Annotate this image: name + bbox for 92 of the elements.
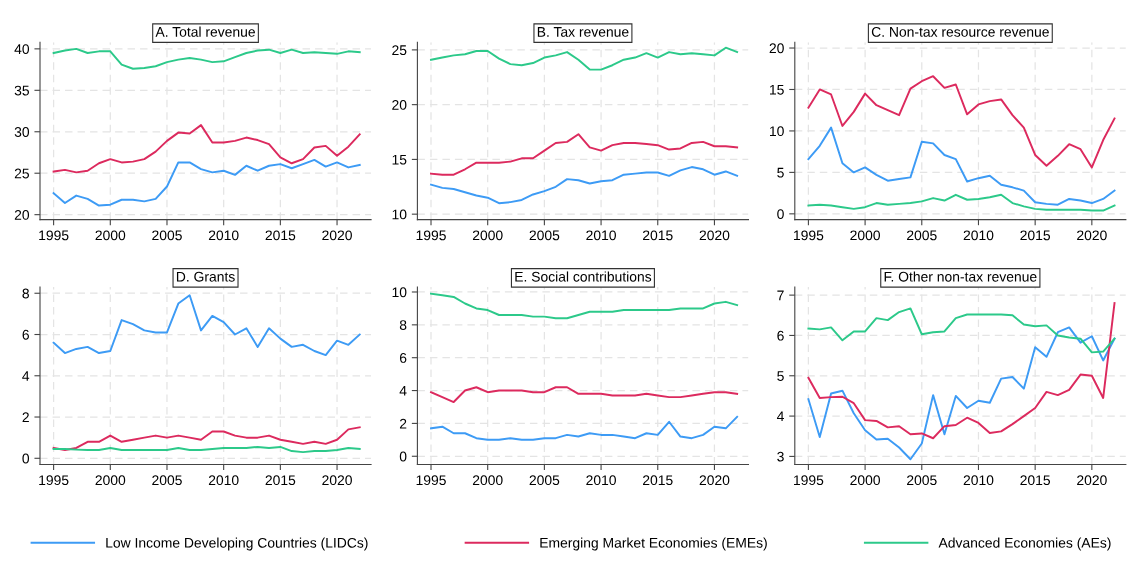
y-tick-label: 4: [776, 411, 784, 422]
line-series: [807, 326, 1116, 461]
x-tick-label: 2015: [643, 230, 673, 241]
x-tick-label: 2010: [586, 230, 616, 241]
x-tick-label: 1995: [794, 475, 824, 486]
line-series: [430, 292, 739, 320]
y-tick-label: 7: [777, 290, 784, 301]
x-tick-label: 1995: [794, 230, 824, 241]
x-tick-label: 2005: [907, 475, 937, 486]
line-series: [807, 126, 1116, 206]
line-series: [52, 124, 361, 174]
x-tick-label: 2010: [963, 230, 994, 241]
x-tick-label: 2020: [1077, 230, 1107, 241]
y-tick-label: 10: [770, 126, 784, 137]
y-tick-label: 20: [14, 210, 30, 220]
x-tick-label: 2020: [1077, 475, 1107, 486]
x-tick-label: 2015: [1020, 475, 1051, 486]
x-tick-label: 2005: [529, 475, 560, 486]
x-tick-label: 2015: [1020, 230, 1051, 241]
x-tick-label: 2010: [963, 475, 994, 486]
x-tick-label: 2020: [322, 475, 352, 486]
line-series: [52, 158, 361, 207]
y-tick-label: 6: [777, 330, 784, 341]
y-tick-label: 5: [777, 371, 784, 381]
line-series: [807, 302, 1116, 440]
x-tick-label: 2000: [472, 475, 503, 486]
y-tick-label: 6: [22, 329, 29, 340]
line-series: [430, 386, 739, 404]
line-series: [52, 47, 361, 70]
y-tick-label: 10: [392, 209, 407, 220]
x-tick-label: 2000: [850, 475, 880, 486]
y-tick-label: 40: [14, 44, 30, 55]
y-tick-label: 0: [777, 209, 784, 220]
x-tick-label: 2000: [95, 230, 126, 241]
line-series: [807, 75, 1116, 169]
x-tick-label: 2000: [850, 230, 880, 241]
y-tick-label: 3: [777, 451, 784, 462]
x-tick-label: 1995: [416, 230, 446, 241]
chart-title: A. Total revenue: [155, 26, 255, 37]
x-tick-label: 1995: [416, 475, 446, 486]
y-tick-label: 15: [770, 84, 784, 95]
x-tick-label: 2010: [586, 475, 616, 486]
y-tick-label: 10: [392, 287, 407, 298]
y-tick-label: 8: [22, 288, 29, 299]
y-tick-label: 25: [14, 168, 30, 179]
y-tick-label: 0: [22, 453, 30, 464]
legend-label: Emerging Market Economies (EMEs): [540, 537, 767, 551]
x-tick-label: 2015: [643, 475, 673, 486]
y-tick-label: 2: [22, 412, 29, 423]
line-series: [430, 133, 739, 176]
y-tick-label: 4: [22, 371, 30, 381]
x-tick-label: 2005: [152, 230, 182, 241]
line-series: [430, 415, 739, 441]
chart-title: E. Social contributions: [515, 271, 652, 282]
y-tick-label: 8: [399, 320, 407, 331]
x-tick-label: 2010: [208, 230, 239, 241]
line-series: [430, 166, 739, 205]
line-series: [52, 426, 361, 451]
x-tick-label: 2005: [907, 230, 937, 241]
y-tick-label: 4: [399, 386, 407, 396]
x-tick-label: 1995: [39, 475, 69, 486]
x-tick-label: 2005: [529, 230, 560, 241]
y-tick-label: 25: [392, 45, 407, 56]
x-tick-label: 2020: [322, 230, 352, 241]
chart-title: F. Other non-tax revenue: [884, 271, 1037, 282]
line-series: [807, 307, 1116, 354]
chart-title: D. Grants: [176, 271, 235, 282]
line-series: [52, 294, 361, 357]
legend-label: Low Income Developing Countries (LIDCs): [106, 537, 368, 551]
y-tick-label: 20: [392, 99, 407, 110]
x-tick-label: 2000: [472, 230, 503, 241]
x-tick-label: 2020: [699, 475, 730, 486]
x-tick-label: 2000: [95, 475, 126, 486]
y-tick-label: 5: [777, 167, 784, 178]
x-tick-label: 2020: [699, 230, 730, 241]
y-tick-label: 2: [399, 418, 407, 429]
x-tick-label: 2010: [208, 475, 239, 486]
x-tick-label: 1995: [39, 230, 69, 241]
chart-title: B. Tax revenue: [537, 27, 629, 37]
y-tick-label: 35: [14, 85, 30, 96]
line-series: [430, 46, 739, 71]
y-tick-label: 30: [14, 127, 30, 137]
legend-label: Advanced Economies (AEs): [938, 537, 1111, 551]
x-tick-label: 2015: [265, 230, 296, 241]
x-tick-label: 2015: [265, 475, 296, 486]
y-tick-label: 0: [399, 451, 407, 462]
x-tick-label: 2005: [152, 475, 182, 486]
line-series: [807, 193, 1116, 212]
y-tick-label: 20: [769, 43, 784, 54]
y-tick-label: 6: [399, 353, 407, 363]
y-tick-label: 15: [392, 154, 407, 165]
chart-title: C. Non-tax resource revenue: [871, 26, 1049, 37]
